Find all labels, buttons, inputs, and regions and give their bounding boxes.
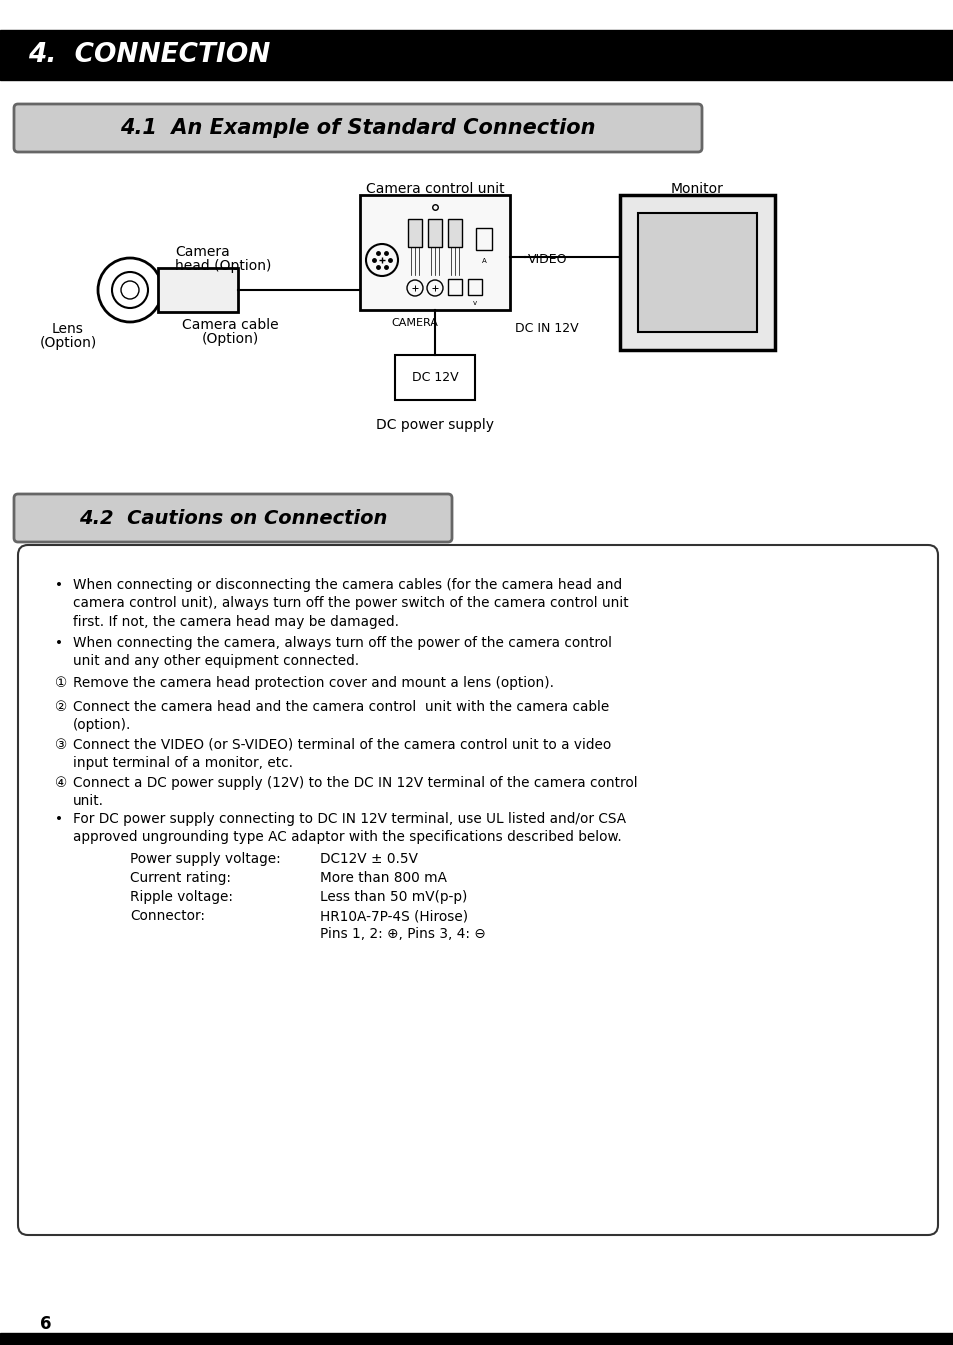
Text: (Option): (Option) <box>201 332 258 346</box>
Text: Connector:: Connector: <box>130 909 205 923</box>
Text: ②: ② <box>55 699 67 714</box>
Text: When connecting or disconnecting the camera cables (for the camera head and
came: When connecting or disconnecting the cam… <box>73 578 628 629</box>
Text: Camera: Camera <box>174 245 230 260</box>
Text: ④: ④ <box>55 776 67 790</box>
Text: When connecting the camera, always turn off the power of the camera control
unit: When connecting the camera, always turn … <box>73 636 612 668</box>
Text: HR10A-7P-4S (Hirose)
Pins 1, 2: ⊕, Pins 3, 4: ⊖: HR10A-7P-4S (Hirose) Pins 1, 2: ⊕, Pins … <box>319 909 485 941</box>
Text: ①: ① <box>55 677 67 690</box>
Text: Lens: Lens <box>52 321 84 336</box>
FancyBboxPatch shape <box>14 494 452 542</box>
Bar <box>428 219 441 247</box>
Text: •: • <box>55 578 63 592</box>
Text: Less than 50 mV(p-p): Less than 50 mV(p-p) <box>319 890 467 904</box>
Text: Camera cable: Camera cable <box>181 317 278 332</box>
Text: Connect the camera head and the camera control  unit with the camera cable
(opti: Connect the camera head and the camera c… <box>73 699 609 733</box>
Bar <box>359 195 510 309</box>
Bar <box>448 278 461 295</box>
Text: head (Option): head (Option) <box>174 260 271 273</box>
Text: More than 800 mA: More than 800 mA <box>319 872 447 885</box>
Text: DC12V ± 0.5V: DC12V ± 0.5V <box>319 851 417 866</box>
Text: Ripple voltage:: Ripple voltage: <box>130 890 233 904</box>
Bar <box>476 229 492 250</box>
Text: •: • <box>55 636 63 650</box>
Text: Current rating:: Current rating: <box>130 872 231 885</box>
Text: 4.  CONNECTION: 4. CONNECTION <box>28 42 270 69</box>
Bar <box>468 278 481 295</box>
Text: CAMERA: CAMERA <box>391 317 438 328</box>
Bar <box>395 355 475 399</box>
Text: 4.1  An Example of Standard Connection: 4.1 An Example of Standard Connection <box>120 118 595 139</box>
Bar <box>408 219 421 247</box>
Text: 6: 6 <box>40 1315 51 1333</box>
Text: For DC power supply connecting to DC IN 12V terminal, use UL listed and/or CSA
a: For DC power supply connecting to DC IN … <box>73 812 625 845</box>
Text: DC power supply: DC power supply <box>375 418 494 432</box>
Text: •: • <box>55 812 63 826</box>
Bar <box>158 268 237 312</box>
Text: Power supply voltage:: Power supply voltage: <box>130 851 280 866</box>
Text: Remove the camera head protection cover and mount a lens (option).: Remove the camera head protection cover … <box>73 677 554 690</box>
Bar <box>638 213 757 332</box>
Text: 4.2  Cautions on Connection: 4.2 Cautions on Connection <box>79 508 387 527</box>
Bar <box>619 195 774 350</box>
Text: Monitor: Monitor <box>670 182 723 196</box>
Text: A: A <box>481 258 486 264</box>
Text: VIDEO: VIDEO <box>527 253 567 266</box>
Bar <box>0 1333 953 1345</box>
Text: v: v <box>473 300 476 307</box>
Text: DC 12V: DC 12V <box>412 371 457 385</box>
FancyBboxPatch shape <box>18 545 937 1235</box>
FancyBboxPatch shape <box>14 104 701 152</box>
Text: Connect the VIDEO (or S-VIDEO) terminal of the camera control unit to a video
in: Connect the VIDEO (or S-VIDEO) terminal … <box>73 738 611 771</box>
Text: (Option): (Option) <box>39 336 96 350</box>
Bar <box>448 219 461 247</box>
Bar <box>0 30 953 79</box>
Text: ③: ③ <box>55 738 67 752</box>
Text: Camera control unit: Camera control unit <box>365 182 504 196</box>
Text: DC IN 12V: DC IN 12V <box>515 321 578 335</box>
Text: Connect a DC power supply (12V) to the DC IN 12V terminal of the camera control
: Connect a DC power supply (12V) to the D… <box>73 776 637 808</box>
